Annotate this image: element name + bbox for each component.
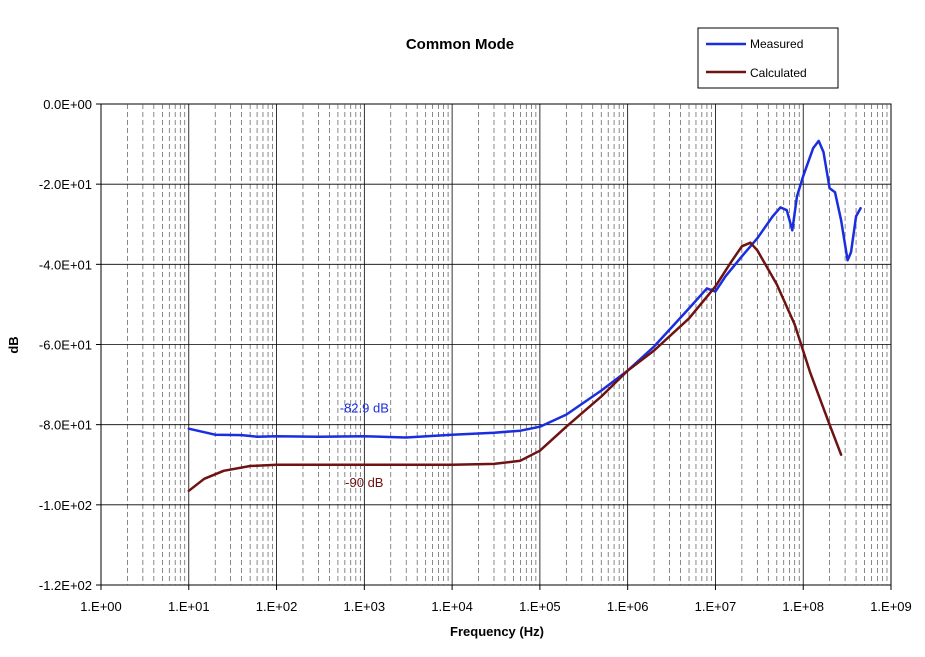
series-layer <box>187 139 862 493</box>
grid <box>101 104 891 585</box>
ticks-layer: 1.E+00 1.E+01 1.E+02 1.E+03 1.E+04 1.E+05 1.E+… <box>39 97 912 614</box>
annotation-label: -90 dB <box>345 475 383 490</box>
legend-label-calculated: Calculated <box>750 66 807 80</box>
x-tick-label: 1.E+09 <box>870 599 912 614</box>
x-tick-label: 1.E+02 <box>256 599 298 614</box>
x-tick-label: 1.E+06 <box>607 599 649 614</box>
series-line-measured <box>187 139 862 439</box>
y-tick-label: -1.0E+02 <box>39 498 92 513</box>
x-axis-title: Frequency (Hz) <box>450 624 544 639</box>
series-line-calculated <box>187 241 843 493</box>
y-tick-label: -2.0E+01 <box>39 177 92 192</box>
annotation-label: -82.9 dB <box>340 401 389 416</box>
x-tick-label: 1.E+05 <box>519 599 561 614</box>
x-tick-label: 1.E+07 <box>695 599 737 614</box>
x-tick-label: 1.E+04 <box>431 599 473 614</box>
x-tick-label: 1.E+08 <box>782 599 824 614</box>
y-tick-label: -4.0E+01 <box>39 257 92 272</box>
x-tick-label: 1.E+03 <box>344 599 386 614</box>
legend-label-measured: Measured <box>750 37 803 51</box>
y-tick-label: -6.0E+01 <box>39 338 92 353</box>
x-tick-label: 1.E+01 <box>168 599 210 614</box>
x-tick-label: 1.E+00 <box>80 599 122 614</box>
legend-box <box>697 27 839 89</box>
legend: Measured Calculated <box>697 27 839 89</box>
chart-title: Common Mode <box>406 36 514 53</box>
y-tick-label: -1.2E+02 <box>39 578 92 593</box>
annotations: -82.9 dB -90 dB <box>340 401 389 490</box>
y-tick-label: 0.0E+00 <box>43 97 92 112</box>
y-tick-label: -8.0E+01 <box>39 418 92 433</box>
y-axis-title: dB <box>6 336 21 353</box>
